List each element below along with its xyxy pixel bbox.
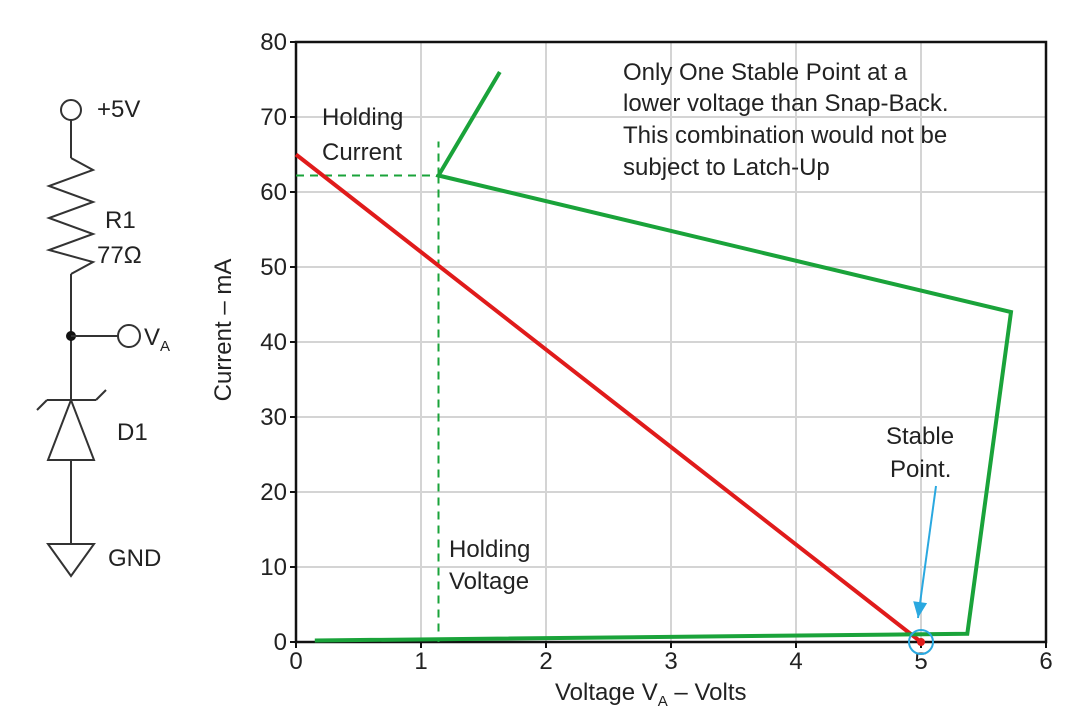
holding-current-line-2: Current — [322, 139, 402, 166]
note-line-1: Only One Stable Point at a — [623, 59, 908, 86]
y-axis-label: Current – mA — [210, 259, 237, 402]
x-axis-label-main: Voltage V — [555, 679, 658, 706]
stable-point-marker — [908, 485, 937, 655]
load-line — [294, 152, 923, 644]
supply-terminal — [60, 99, 82, 121]
x-tick-label: 1 — [414, 648, 427, 675]
y-tick-label: 70 — [260, 104, 287, 131]
x-axis-label: Voltage VA – Volts — [555, 679, 746, 710]
chart-grid — [296, 42, 1046, 642]
stable-point-line-1: Stable — [886, 423, 954, 450]
stable-point-arrow-shaft — [917, 485, 937, 619]
chart-axes — [290, 40, 1048, 648]
y-tick-label: 60 — [260, 179, 287, 206]
resistor-symbol — [45, 157, 96, 275]
y-tick-label: 10 — [260, 554, 287, 581]
resistor-value: 77Ω — [97, 242, 142, 269]
ground-label: GND — [108, 545, 161, 572]
annotation-holding-voltage: Holding Voltage — [449, 536, 530, 595]
chart-series — [294, 70, 1014, 644]
x-tick-label: 4 — [789, 648, 802, 675]
note-line-2: lower voltage than Snap-Back. — [623, 90, 949, 117]
node-terminal — [117, 324, 141, 348]
holding-guides — [296, 141, 440, 642]
holding-current-line-1: Holding — [322, 104, 403, 131]
holding-voltage-line-2: Voltage — [449, 568, 529, 595]
annotation-note: Only One Stable Point at a lower voltage… — [623, 59, 949, 181]
resistor-name: R1 — [105, 207, 136, 234]
note-line-3: This combination would not be — [623, 122, 947, 149]
node-label-main: V — [144, 324, 160, 351]
y-tick-label: 50 — [260, 254, 287, 281]
note-line-4: subject to Latch-Up — [623, 154, 830, 181]
x-axis-label-sub: A — [658, 693, 668, 710]
x-tick-label: 6 — [1039, 648, 1052, 675]
node-label: VA — [144, 324, 170, 355]
y-tick-label: 0 — [274, 629, 287, 656]
stable-point-circle — [908, 629, 934, 655]
holding-voltage-line-1: Holding — [449, 536, 530, 563]
x-tick-label: 0 — [289, 648, 302, 675]
y-tick-label: 80 — [260, 29, 287, 56]
zener-diode-symbol — [36, 389, 107, 461]
x-axis-label-tail: – Volts — [668, 679, 747, 706]
supply-label: +5V — [97, 96, 140, 123]
stable-point-arrow-head — [913, 601, 928, 618]
y-tick-label: 30 — [260, 404, 287, 431]
y-tick-label: 20 — [260, 479, 287, 506]
annotation-stable-point: Stable Point. — [886, 423, 954, 483]
schematic — [36, 99, 141, 578]
ground-symbol — [46, 543, 96, 578]
node-label-sub: A — [160, 338, 170, 355]
schematic-labels: +5V R1 77Ω VA D1 GND — [97, 96, 170, 572]
x-tick-label: 3 — [664, 648, 677, 675]
diode-iv-curve — [314, 70, 1014, 643]
y-tick-label: 40 — [260, 329, 287, 356]
stable-point-line-2: Point. — [890, 456, 951, 483]
stable-point-dot — [917, 638, 925, 646]
diode-name: D1 — [117, 419, 148, 446]
x-tick-label: 2 — [539, 648, 552, 675]
x-tick-label: 5 — [914, 648, 927, 675]
annotation-holding-current: Holding Current — [322, 104, 403, 166]
